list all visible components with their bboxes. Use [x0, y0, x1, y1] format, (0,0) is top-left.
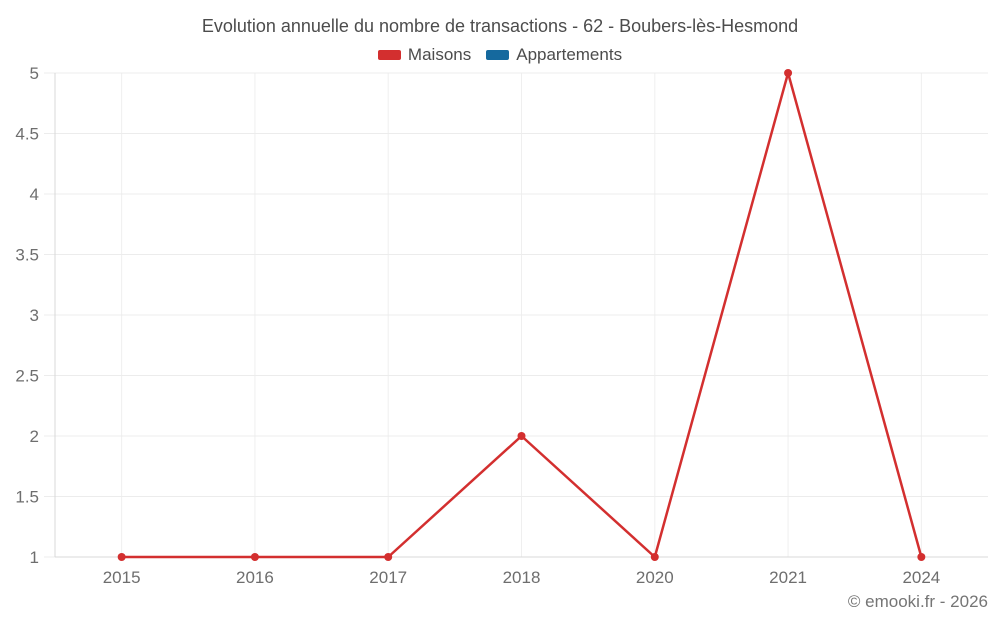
x-tick-label: 2018	[503, 568, 541, 587]
legend-item-appartements[interactable]: Appartements	[486, 45, 622, 65]
y-tick-label: 4.5	[15, 125, 39, 144]
y-tick-label: 4	[30, 185, 39, 204]
legend: Maisons Appartements	[0, 45, 1000, 65]
footer-credit: © emooki.fr - 2026	[847, 592, 988, 611]
y-tick-label: 2.5	[15, 367, 39, 386]
data-point-maisons-2024[interactable]	[917, 553, 926, 561]
data-point-maisons-2020[interactable]	[650, 553, 659, 561]
legend-swatch-appartements	[486, 50, 510, 60]
x-tick-label: 2021	[769, 568, 807, 587]
legend-item-maisons[interactable]: Maisons	[377, 45, 472, 65]
legend-label-appartements: Appartements	[516, 45, 623, 64]
legend-swatch-maisons	[377, 50, 401, 60]
y-tick-label: 3	[30, 306, 39, 325]
data-point-maisons-2021[interactable]	[784, 69, 793, 77]
y-tick-label: 1	[30, 548, 39, 567]
data-point-maisons-2018[interactable]	[517, 432, 526, 440]
x-tick-label: 2017	[369, 568, 407, 587]
data-point-maisons-2016[interactable]	[250, 553, 259, 561]
data-point-maisons-2015[interactable]	[117, 553, 126, 561]
data-point-maisons-2017[interactable]	[384, 553, 393, 561]
y-tick-label: 2	[30, 427, 39, 446]
y-tick-label: 3.5	[15, 246, 39, 265]
x-tick-label: 2020	[636, 568, 674, 587]
y-tick-label: 5	[30, 64, 39, 83]
x-tick-label: 2015	[103, 568, 141, 587]
x-tick-label: 2016	[236, 568, 274, 587]
y-tick-label: 1.5	[15, 488, 39, 507]
x-tick-label: 2024	[902, 568, 940, 587]
chart-title: Evolution annuelle du nombre de transact…	[201, 16, 799, 36]
legend-label-maisons: Maisons	[407, 45, 472, 64]
